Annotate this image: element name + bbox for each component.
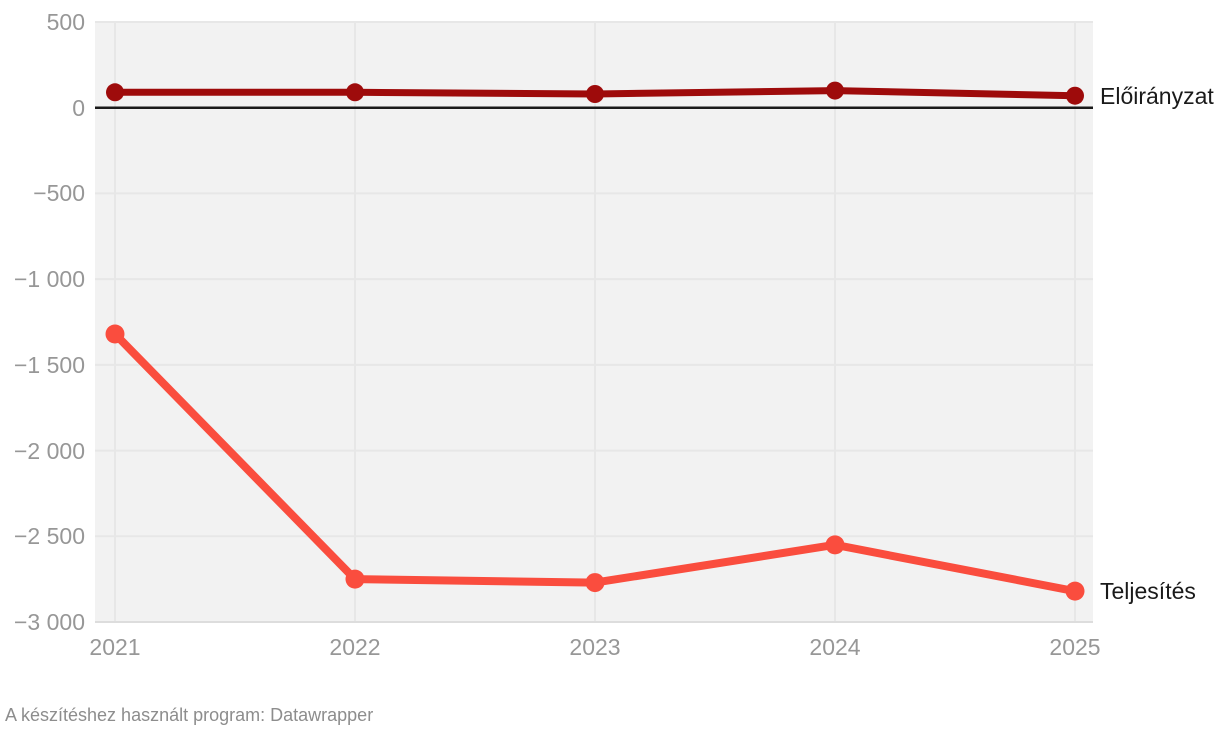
series-label-eloiranyzat: Előirányzat xyxy=(1100,82,1214,109)
x-tick-label: 2024 xyxy=(809,634,861,660)
y-tick-label: 0 xyxy=(72,94,85,121)
y-tick-label: −1 500 xyxy=(14,351,85,378)
y-tick-label: −3 000 xyxy=(14,609,85,635)
y-tick-label: −2 000 xyxy=(14,437,85,464)
data-point-eloiranyzat xyxy=(106,83,124,102)
data-point-eloiranyzat xyxy=(1066,86,1084,105)
data-point-teljesites xyxy=(825,535,845,555)
x-tick-label: 2021 xyxy=(89,634,141,660)
series-label-teljesites: Teljesítés xyxy=(1100,578,1196,605)
data-point-teljesites xyxy=(345,569,365,589)
data-point-teljesites xyxy=(585,573,605,593)
y-tick-label: −1 000 xyxy=(14,266,85,293)
y-tick-label: 500 xyxy=(46,9,85,35)
data-point-eloiranyzat xyxy=(826,81,844,100)
data-point-teljesites xyxy=(1065,581,1085,601)
y-tick-label: −500 xyxy=(33,180,85,207)
data-point-eloiranyzat xyxy=(346,83,364,102)
x-tick-label: 2025 xyxy=(1049,634,1101,660)
footer-credit: A készítéshez használt program: Datawrap… xyxy=(5,705,374,725)
x-tick-label: 2023 xyxy=(569,634,621,660)
data-point-eloiranyzat xyxy=(586,85,604,103)
y-tick-label: −2 500 xyxy=(14,523,85,550)
data-point-teljesites xyxy=(105,324,125,344)
x-tick-label: 2022 xyxy=(329,634,381,660)
